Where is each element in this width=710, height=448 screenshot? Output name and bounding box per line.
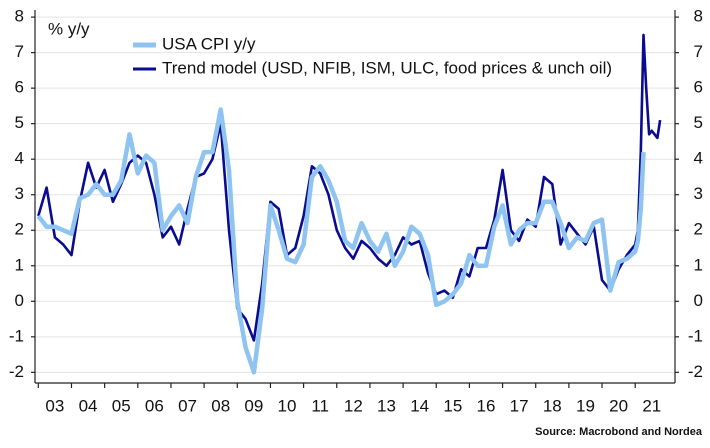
y2-tick-label: -2 [688, 362, 703, 381]
x-tick-label: 04 [79, 396, 98, 415]
x-tick-label: 03 [45, 396, 64, 415]
y2-tick-label: 8 [694, 7, 703, 26]
x-tick-label: 17 [510, 396, 529, 415]
y2-tick-label: 2 [694, 220, 703, 239]
source-note: Source: Macrobond and Nordea [535, 426, 703, 438]
y-tick-label: -1 [9, 326, 24, 345]
x-tick-label: 06 [145, 396, 164, 415]
x-tick-label: 08 [211, 396, 230, 415]
y-tick-label: 1 [15, 255, 24, 274]
x-tick-label: 11 [311, 396, 329, 415]
x-tick-label: 05 [112, 396, 131, 415]
y-tick-label: 3 [15, 184, 24, 203]
x-tick-label: 07 [178, 396, 197, 415]
x-tick-label: 10 [278, 396, 297, 415]
y2-tick-label: 0 [694, 291, 703, 310]
x-tick-label: 13 [377, 396, 396, 415]
y2-tick-label: 1 [694, 255, 703, 274]
chart-title: % y/y [48, 19, 90, 38]
y2-tick-label: 4 [694, 149, 703, 168]
x-tick-label: 21 [642, 396, 661, 415]
y-tick-label: 0 [15, 291, 24, 310]
x-tick-label: 14 [410, 396, 429, 415]
y-tick-label: 8 [15, 7, 24, 26]
y2-tick-label: 3 [694, 184, 703, 203]
y2-tick-label: -1 [688, 326, 703, 345]
y2-tick-label: 5 [694, 113, 703, 132]
series-line [37, 33, 662, 342]
legend-label: Trend model (USD, NFIB, ISM, ULC, food p… [162, 58, 612, 77]
y2-tick-label: 6 [694, 78, 703, 97]
x-tick-label: 12 [344, 396, 363, 415]
x-tick-label: 09 [244, 396, 263, 415]
y2-tick-label: 7 [694, 42, 703, 61]
y-tick-label: -2 [9, 362, 24, 381]
y-tick-label: 7 [15, 42, 24, 61]
x-tick-label: 19 [576, 396, 595, 415]
legend-label: USA CPI y/y [162, 34, 256, 53]
y-tick-label: 2 [15, 220, 24, 239]
y-tick-label: 6 [15, 78, 24, 97]
x-tick-label: 18 [543, 396, 562, 415]
x-tick-label: 20 [609, 396, 628, 415]
y-tick-label: 4 [15, 149, 24, 168]
y-tick-label: 5 [15, 113, 24, 132]
series-line [36, 107, 646, 375]
x-tick-label: 16 [477, 396, 496, 415]
x-tick-label: 15 [443, 396, 462, 415]
